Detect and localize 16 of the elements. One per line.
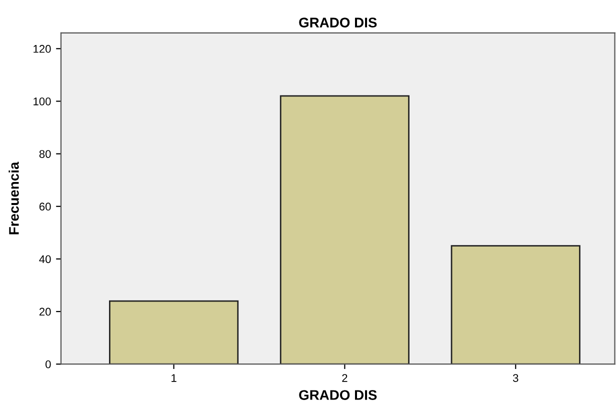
y-tick-label: 0	[46, 360, 51, 368]
y-tick-label: 80	[39, 150, 51, 158]
chart-title: GRADO DIS	[299, 18, 377, 28]
y-tick-label: 60	[39, 202, 51, 211]
x-tick-label: 3	[512, 374, 518, 382]
y-tick-label: 20	[39, 308, 51, 316]
bar	[450, 245, 580, 364]
y-axis-title: Frecuencia	[8, 162, 19, 234]
x-tick-label: 1	[172, 374, 176, 382]
y-tick-label: 40	[39, 255, 51, 264]
bar	[280, 95, 410, 364]
y-tick-label: 100	[34, 98, 51, 106]
x-axis-title: GRADO DIS	[299, 390, 377, 400]
bar	[109, 300, 239, 364]
x-tick-label: 2	[342, 374, 348, 382]
y-tick-label: 120	[34, 44, 51, 53]
